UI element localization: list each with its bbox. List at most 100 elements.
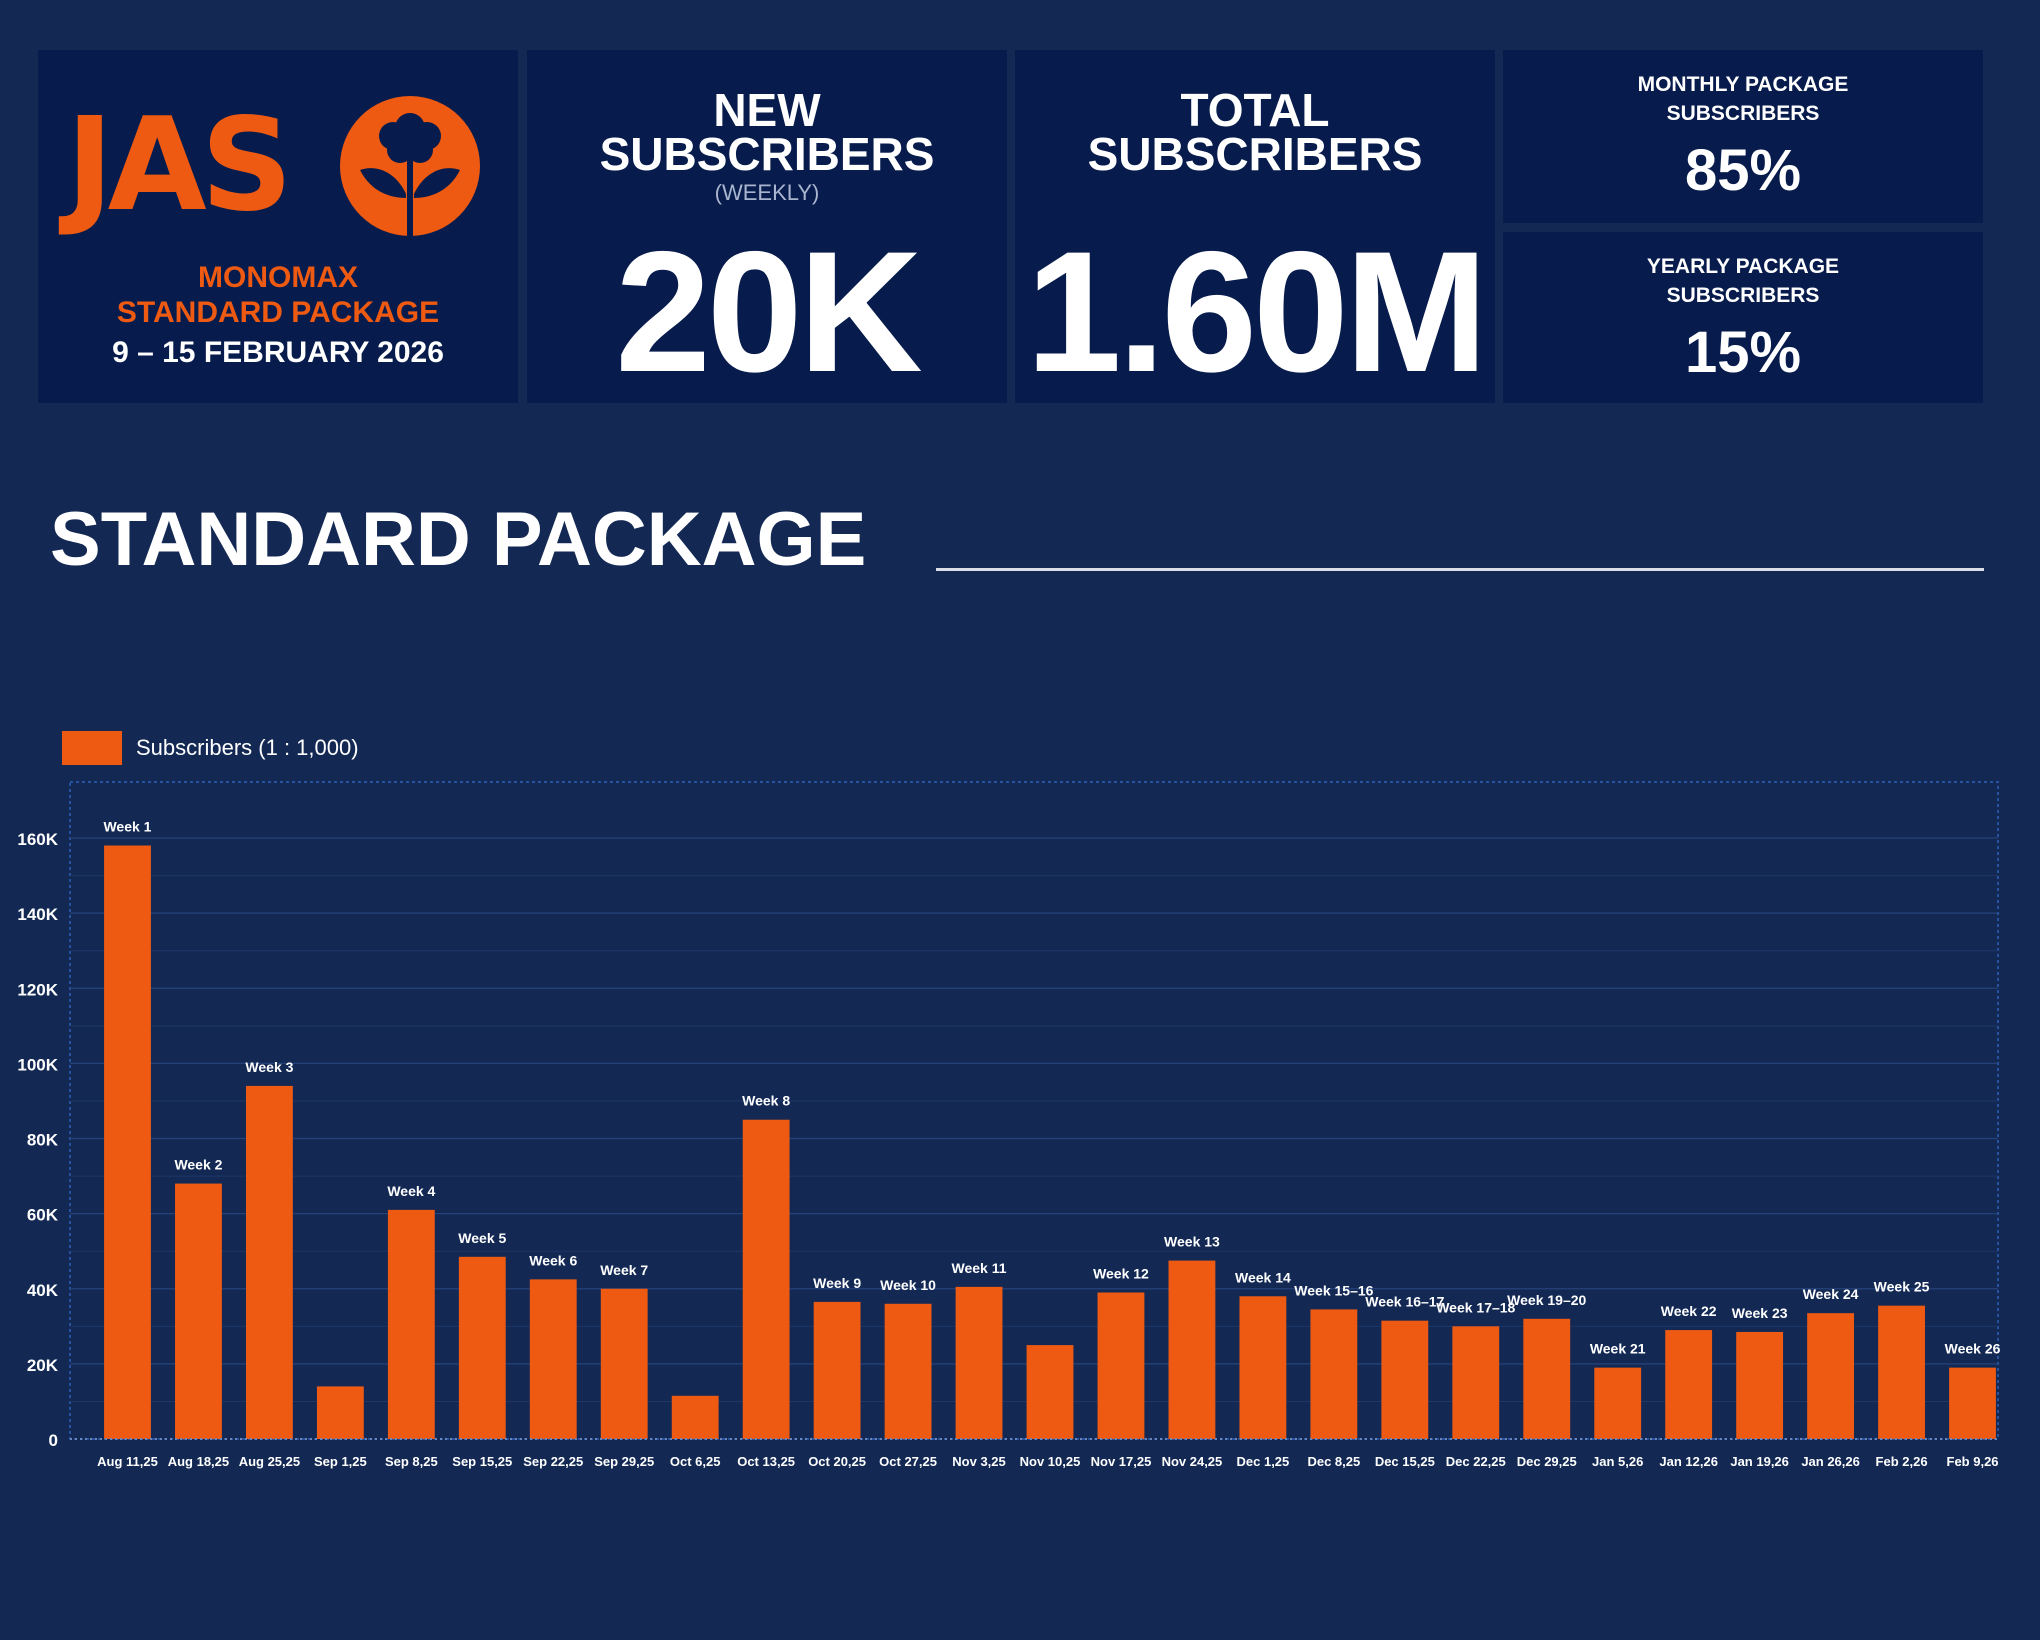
bar	[529, 1279, 577, 1439]
legend-label: Subscribers (1 : 1,000)	[136, 735, 359, 760]
bar	[1949, 1367, 1996, 1439]
y-tick-label: 120K	[17, 980, 58, 999]
bar-label: Week 26	[1945, 1341, 2001, 1357]
x-tick-label: Nov 24,25	[1162, 1454, 1223, 1469]
section-title: STANDARD PACKAGE	[50, 497, 867, 582]
bar	[245, 1085, 293, 1439]
bar	[955, 1286, 1003, 1439]
logo-card: JAS MONOMAX STANDARD PACKAGE 9 – 15 FEBR…	[38, 50, 518, 403]
monthly-package-value: 85%	[1684, 138, 1802, 203]
bar	[316, 1386, 364, 1439]
bar	[1310, 1309, 1358, 1439]
yearly-package-title-line1: YEARLY PACKAGE	[1646, 255, 1840, 278]
bar-label: Week 2	[174, 1157, 222, 1173]
bar	[1523, 1318, 1571, 1439]
yearly-package-title-line2: SUBSCRIBERS	[1666, 284, 1820, 307]
section-divider	[936, 568, 1984, 571]
bar	[1594, 1367, 1642, 1439]
x-tick-label: Nov 10,25	[1020, 1454, 1081, 1469]
new-subscribers-card: NEW SUBSCRIBERS (WEEKLY) 20K	[527, 50, 1007, 403]
bar	[671, 1395, 719, 1439]
bar-label: Week 17–18	[1436, 1299, 1515, 1315]
y-tick-label: 60K	[27, 1206, 59, 1225]
x-tick-label: Sep 1,25	[314, 1454, 367, 1469]
bar-label: Week 4	[387, 1183, 435, 1199]
bar-label: Week 14	[1235, 1269, 1291, 1285]
bar-label: Week 3	[245, 1059, 293, 1075]
bar-label: Week 21	[1590, 1341, 1646, 1357]
bar	[1736, 1331, 1784, 1439]
monthly-package-title: MONTHLY PACKAGE SUBSCRIBERS	[1503, 70, 1983, 128]
x-tick-label: Oct 6,25	[670, 1454, 721, 1469]
bar	[175, 1183, 222, 1439]
x-tick-label: Sep 22,25	[523, 1454, 583, 1469]
bar-labels: Week 1 Week 2 Week 3 Week 4 Week 5 Week 6 Week…	[103, 819, 2000, 1357]
yearly-package-value: 15%	[1684, 320, 1802, 385]
bar-label: Week 25	[1874, 1279, 1930, 1295]
bar	[1665, 1330, 1713, 1439]
x-tick-label: Sep 15,25	[452, 1454, 512, 1469]
bar-label: Week 10	[880, 1277, 936, 1293]
bar-label: Week 7	[600, 1262, 648, 1278]
x-tick-label: Nov 17,25	[1091, 1454, 1152, 1469]
y-tick-label: 20K	[27, 1356, 59, 1375]
y-tick-label: 80K	[27, 1131, 59, 1150]
package-name-line2: STANDARD PACKAGE	[116, 296, 440, 329]
x-tick-label: Oct 27,25	[879, 1454, 937, 1469]
bar	[1807, 1313, 1855, 1439]
bar	[387, 1209, 435, 1439]
bar-label: Week 6	[529, 1252, 577, 1268]
total-subscribers-title-line2: SUBSCRIBERS	[1087, 128, 1423, 180]
bar-label: Week 23	[1732, 1305, 1788, 1321]
total-subscribers-title-line1: TOTAL	[1180, 84, 1330, 136]
bar-label: Week 1	[103, 819, 151, 835]
x-tick-label: Sep 29,25	[594, 1454, 654, 1469]
monthly-package-card: MONTHLY PACKAGE SUBSCRIBERS 85%	[1503, 50, 1983, 223]
bar	[1878, 1305, 1925, 1439]
x-tick-label: Jan 26,26	[1801, 1454, 1860, 1469]
x-tick-label: Jan 5,26	[1592, 1454, 1643, 1469]
new-subscribers-value: 20K	[615, 216, 923, 408]
x-tick-label: Aug 18,25	[168, 1454, 229, 1469]
yearly-package-title: YEARLY PACKAGE SUBSCRIBERS	[1503, 252, 1983, 310]
bar-label: Week 5	[458, 1230, 506, 1246]
y-tick-label: 40K	[27, 1281, 59, 1300]
x-tick-label: Jan 19,26	[1730, 1454, 1789, 1469]
x-tick-label: Feb 2,26	[1876, 1454, 1928, 1469]
bar	[1381, 1320, 1429, 1439]
x-tick-label: Dec 1,25	[1237, 1454, 1290, 1469]
y-tick-label: 140K	[17, 905, 58, 924]
yearly-package-card: YEARLY PACKAGE SUBSCRIBERS 15%	[1503, 232, 1983, 403]
bar	[104, 845, 151, 1439]
bars	[104, 845, 1996, 1439]
x-tick-label: Oct 20,25	[808, 1454, 866, 1469]
brand-logo-text: JAS	[66, 91, 293, 240]
y-tick-label: 100K	[17, 1055, 58, 1074]
x-tick-label: Aug 25,25	[239, 1454, 300, 1469]
bar	[600, 1288, 648, 1439]
total-subscribers-card: TOTAL SUBSCRIBERS 1.60M	[1015, 50, 1495, 403]
x-tick-label: Jan 12,26	[1659, 1454, 1718, 1469]
bar-label: Week 19–20	[1507, 1292, 1586, 1308]
x-tick-label: Dec 29,25	[1517, 1454, 1577, 1469]
bar	[458, 1256, 506, 1439]
x-tick-label: Aug 11,25	[97, 1454, 158, 1469]
monthly-package-title-line1: MONTHLY PACKAGE	[1637, 73, 1849, 96]
bar	[813, 1301, 861, 1439]
bar-label: Week 8	[742, 1093, 790, 1109]
x-tick-label: Dec 22,25	[1446, 1454, 1506, 1469]
bar-label: Week 13	[1164, 1234, 1220, 1250]
bar-label: Week 24	[1803, 1286, 1859, 1302]
bar-label: Week 9	[813, 1275, 861, 1291]
new-subscribers-subtitle: (WEEKLY)	[714, 180, 820, 205]
date-range: 9 – 15 FEBRUARY 2026	[112, 336, 444, 369]
x-tick-label: Feb 9,26	[1947, 1454, 1999, 1469]
x-tick-label: Oct 13,25	[737, 1454, 795, 1469]
bar-label: Week 16–17	[1365, 1294, 1444, 1310]
x-tick-label: Dec 15,25	[1375, 1454, 1435, 1469]
total-subscribers-value: 1.60M	[1025, 216, 1488, 408]
bar-label: Week 11	[952, 1260, 1007, 1276]
bar	[1239, 1296, 1287, 1439]
bar	[1026, 1345, 1074, 1439]
legend-swatch	[62, 731, 122, 765]
